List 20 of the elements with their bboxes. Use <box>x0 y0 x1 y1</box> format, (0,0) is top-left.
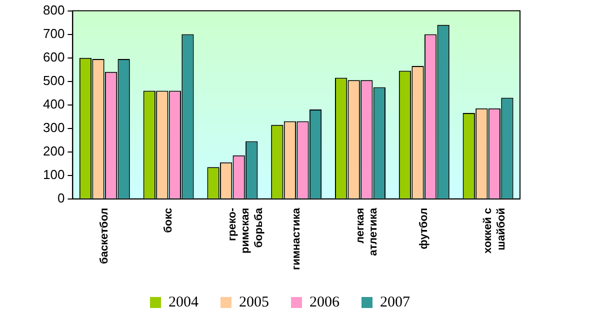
y-tick-label: 300 <box>42 120 65 135</box>
legend-label: 2004 <box>168 294 199 310</box>
x-tick-label: греко- римская борьба <box>226 207 265 254</box>
x-tick-label: бокс <box>162 208 175 233</box>
x-tick-label: хоккей с шайбой <box>482 208 508 254</box>
x-tick-label: футбол <box>418 208 430 250</box>
x-tick-label: баскетбол <box>98 208 111 264</box>
y-tick-label: 800 <box>42 2 65 18</box>
x-tick-label: гимнастика <box>290 206 302 270</box>
y-tick-label: 400 <box>42 96 65 112</box>
y-tick-label: 700 <box>42 26 65 41</box>
y-tick-label: 200 <box>42 143 65 158</box>
y-tick-label: 600 <box>42 49 65 64</box>
legend-label: 2007 <box>380 294 410 310</box>
legend-label: 2006 <box>310 294 340 310</box>
legend-label: 2005 <box>239 294 269 310</box>
y-tick-label: 0 <box>57 190 65 206</box>
x-tick-label: легкая атлетика <box>354 206 380 256</box>
y-tick-label: 100 <box>42 166 65 182</box>
y-tick-label: 500 <box>42 72 65 88</box>
